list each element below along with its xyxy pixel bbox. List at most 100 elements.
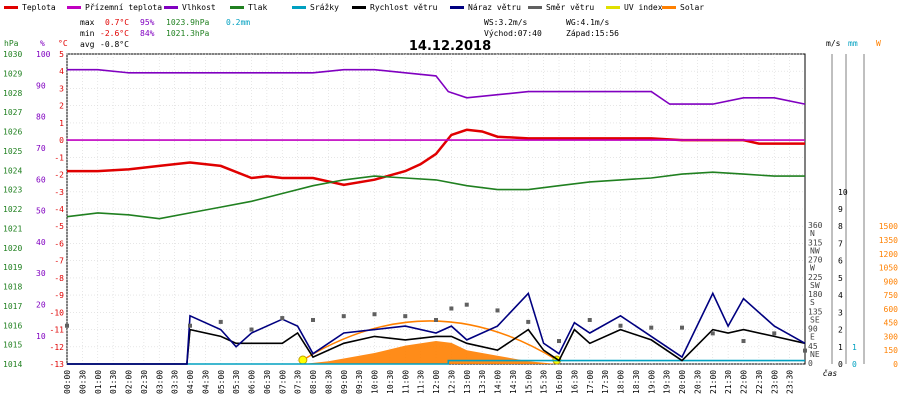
degc-tick-label: 2	[59, 102, 64, 111]
legend-label: Vlhkost	[182, 3, 216, 12]
wind-dir-point	[372, 312, 377, 317]
solar-tick-label: 450	[884, 319, 899, 328]
x-tick-label: 21:30	[724, 370, 733, 394]
degc-tick-label: -6	[54, 239, 64, 248]
wind-dir-point	[464, 302, 469, 307]
deg-tick-label: 225	[808, 273, 823, 282]
solar-tick-label: 1050	[879, 264, 898, 273]
stat-max-temp: 0.7°C	[105, 18, 129, 27]
x-tick-label: 19:00	[647, 370, 656, 394]
degc-tick-label: 4	[59, 67, 64, 76]
ms-tick-label: 4	[838, 291, 843, 300]
x-tick-label: 00:00	[63, 370, 72, 394]
wind-dir-point	[249, 327, 254, 332]
legend-label: Náraz větru	[468, 3, 521, 12]
degc-tick-label: -5	[54, 222, 64, 231]
stat-avg-label: avg	[80, 40, 95, 49]
x-tick-label: 07:00	[278, 370, 287, 394]
ms-tick-label: 6	[838, 257, 843, 266]
pct-tick-label: 80	[36, 113, 46, 122]
degc-tick-label: 1	[59, 119, 64, 128]
pct-tick-label: 100	[36, 50, 51, 59]
stat-rain: 0.2mm	[226, 18, 250, 27]
x-tick-label: 13:00	[463, 370, 472, 394]
pct-tick-label: 30	[36, 269, 46, 278]
solar-unit-label: W	[876, 39, 881, 48]
x-tick-label: 15:30	[540, 370, 549, 394]
x-tick-label: 10:30	[386, 370, 395, 394]
x-tick-label: 18:00	[617, 370, 626, 394]
solar-tick-label: 600	[884, 305, 899, 314]
ms-tick-label: 1	[838, 343, 843, 352]
stat-max-label: max	[80, 18, 95, 27]
series-n-raz-v-tru	[67, 291, 806, 365]
hpa-tick-label: 1024	[3, 166, 22, 175]
legend-swatch	[352, 6, 366, 9]
x-tick-label: 17:30	[601, 370, 610, 394]
deg-tick-label: 315	[808, 238, 823, 247]
solar-tick-label: 750	[884, 291, 899, 300]
wind-dir-point	[680, 325, 684, 330]
x-tick-label: 13:30	[478, 370, 487, 394]
hpa-tick-label: 1020	[3, 244, 22, 253]
stat-min-press: 1021.3hPa	[166, 29, 210, 38]
x-tick-label: 16:30	[570, 370, 579, 394]
x-tick-label: 08:00	[309, 370, 318, 394]
solar-layer	[298, 320, 562, 365]
series-rychlost-v-tru	[67, 328, 806, 365]
degc-tick-label: -2	[54, 171, 64, 180]
x-tick-label: 06:30	[263, 370, 272, 394]
wind-dir-point	[403, 314, 408, 319]
degc-tick-label: -9	[54, 291, 64, 300]
degc-tick-label: -8	[54, 274, 64, 283]
deg-tick-label: 135	[808, 307, 823, 316]
wind-dir-point	[772, 331, 777, 336]
wind-dir-point	[280, 316, 285, 321]
legend-swatch	[4, 6, 18, 9]
x-tick-label: 09:30	[355, 370, 364, 394]
x-tick-label: 05:30	[232, 370, 241, 394]
deg-tick-label: 270	[808, 256, 823, 265]
ms-tick-label: 8	[838, 222, 843, 231]
ms-tick-label: 3	[838, 308, 843, 317]
x-tick-label: 14:30	[509, 370, 518, 394]
series-sr-ky	[67, 359, 805, 365]
degc-tick-label: -4	[54, 205, 64, 214]
sunrise-marker	[298, 355, 308, 365]
deg-tick-label: 180	[808, 290, 823, 299]
wind-dir-point	[434, 317, 438, 322]
degc-tick-label: 3	[59, 84, 64, 93]
ms-tick-label: 5	[838, 274, 843, 283]
ms-tick-label: 2	[838, 326, 843, 335]
stat-min-hum: 84%	[140, 29, 155, 38]
x-tick-label: 12:00	[432, 370, 441, 394]
x-tick-label: 03:00	[155, 370, 164, 394]
legend-swatch	[230, 6, 244, 9]
hpa-tick-label: 1018	[3, 283, 22, 292]
pct-tick-label: 70	[36, 144, 46, 153]
legend-label: Přízemní teplota	[85, 3, 162, 12]
legend-label: Srážky	[310, 3, 339, 12]
wind-dir-point	[618, 323, 623, 328]
degc-tick-label: -11	[50, 326, 65, 335]
mm-tick-label: 1	[852, 343, 857, 352]
solar-tick-label: 150	[884, 346, 899, 355]
ms-tick-label: 9	[838, 205, 843, 214]
legend-swatch	[292, 6, 306, 9]
degc-tick-label: 5	[59, 50, 64, 59]
solar-tick-label: 1200	[879, 250, 898, 259]
x-tick-label: 00:30	[78, 370, 87, 394]
pct-tick-label: 60	[36, 175, 46, 184]
solar-tick-label: 900	[884, 277, 899, 286]
pct-tick-label: 50	[36, 207, 46, 216]
deg-tick-label: 45	[808, 342, 818, 351]
hpa-tick-label: 1030	[3, 50, 22, 59]
wind-dir-point	[587, 317, 592, 322]
ms-tick-label: 7	[838, 239, 843, 248]
wind-dir-point	[218, 319, 223, 324]
mm-tick-label: 0	[852, 360, 857, 369]
legend-swatch	[528, 6, 542, 9]
x-tick-label: 20:00	[678, 370, 687, 394]
pct-tick-label: 10	[36, 332, 46, 341]
x-tick-label: 15:00	[524, 370, 533, 394]
